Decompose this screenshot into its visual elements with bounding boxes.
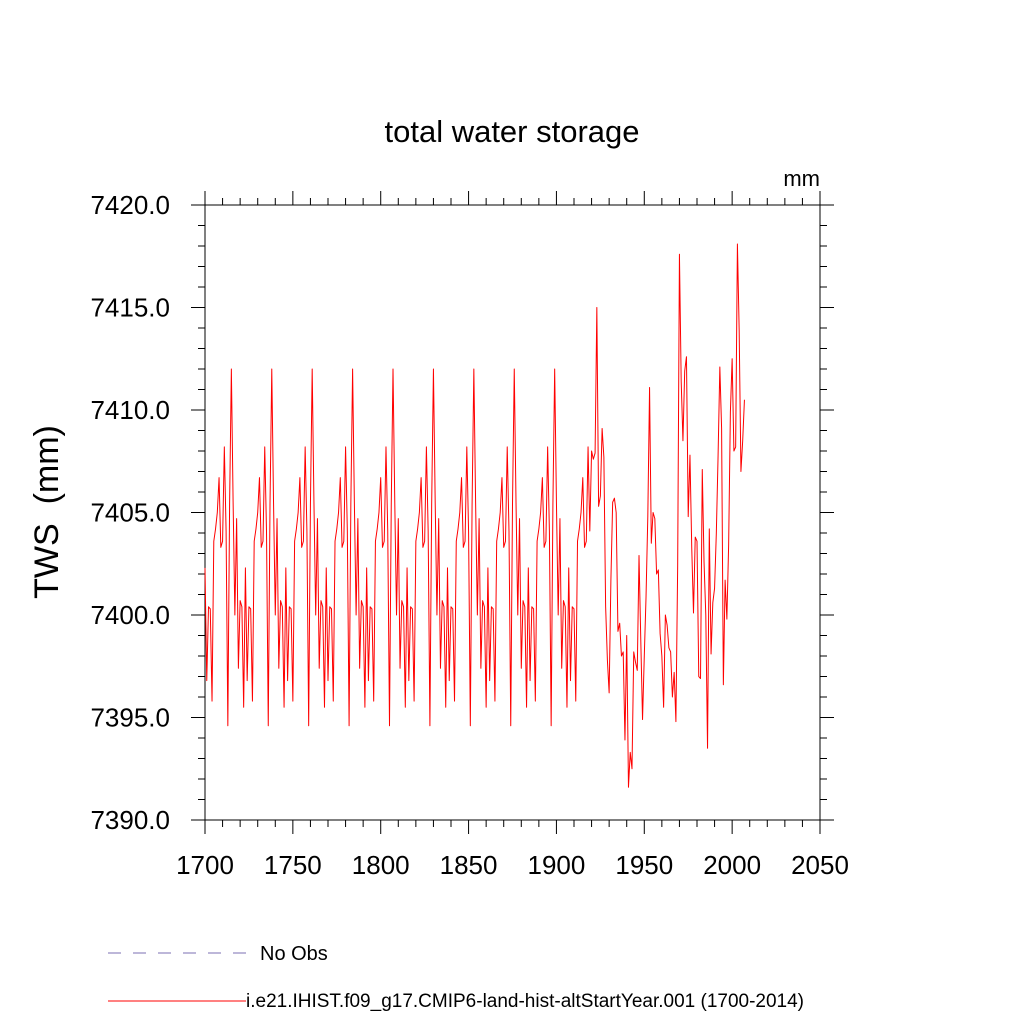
y-tick-label: 7395.0 <box>90 703 170 733</box>
y-axis-label: TWS (mm) <box>28 425 66 599</box>
y-tick-label: 7415.0 <box>90 293 170 323</box>
x-tick-label: 1700 <box>176 850 234 880</box>
series-line-model <box>204 243 745 788</box>
x-tick-label: 2050 <box>791 850 849 880</box>
y-tick-label: 7410.0 <box>90 395 170 425</box>
legend-label-no-obs: No Obs <box>260 943 328 965</box>
x-tick-labels: 1700 1750 1800 1850 1900 1950 2000 2050 <box>176 850 849 880</box>
y-tick-labels: 7390.0 7395.0 7400.0 7405.0 7410.0 7415.0 7420… <box>90 190 170 835</box>
x-tick-label: 1800 <box>352 850 410 880</box>
series-layer <box>204 243 745 788</box>
legend: No Obs i.e21.IHIST.f09_g17.CMIP6-land-his… <box>108 943 804 1012</box>
y-tick-label: 7420.0 <box>90 190 170 220</box>
y-tick-label: 7405.0 <box>90 498 170 528</box>
x-tick-label: 1750 <box>264 850 322 880</box>
x-tick-label: 1900 <box>528 850 586 880</box>
legend-label-model: i.e21.IHIST.f09_g17.CMIP6-land-hist-altS… <box>246 991 804 1012</box>
axis-ticks <box>191 191 834 834</box>
x-tick-label: 1950 <box>615 850 673 880</box>
units-label: mm <box>783 166 820 191</box>
y-tick-label: 7400.0 <box>90 600 170 630</box>
x-tick-label: 1850 <box>440 850 498 880</box>
x-tick-label: 2000 <box>703 850 761 880</box>
chart-title: total water storage <box>384 114 639 149</box>
y-tick-label: 7390.0 <box>90 805 170 835</box>
